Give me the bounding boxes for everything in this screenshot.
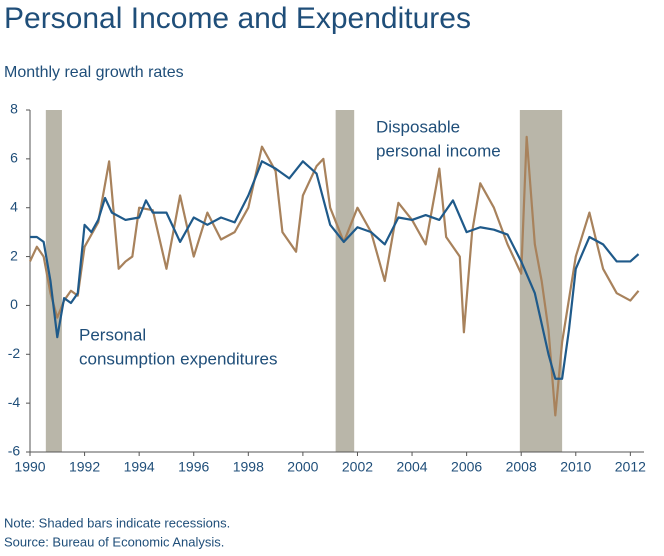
x-tick-label: 1998	[233, 459, 264, 475]
y-tick-label: 6	[10, 150, 18, 166]
chart-title: Personal Income and Expenditures	[4, 2, 471, 35]
x-tick-label: 2002	[342, 459, 373, 475]
x-tick-label: 2000	[287, 459, 318, 475]
x-tick-label: 1994	[124, 459, 155, 475]
x-tick-label: 2012	[615, 459, 646, 475]
y-tick-label: 0	[10, 296, 18, 312]
x-tick-label: 1996	[178, 459, 209, 475]
recession-bar	[335, 110, 355, 452]
y-tick-label: 2	[10, 247, 18, 263]
x-tick-label: 1990	[14, 459, 45, 475]
x-tick-label: 2008	[506, 459, 537, 475]
x-tick-label: 2006	[451, 459, 482, 475]
chart-subtitle: Monthly real growth rates	[4, 64, 184, 81]
y-tick-label: -2	[8, 345, 21, 361]
x-tick-label: 1992	[69, 459, 100, 475]
recession-bar	[45, 110, 62, 452]
note: Source: Bureau of Economic Analysis.	[4, 534, 224, 549]
y-tick-label: 8	[10, 101, 18, 117]
note: Note: Shaded bars indicate recessions.	[4, 515, 230, 530]
series-label: Disposable	[376, 117, 460, 136]
y-tick-label: 4	[10, 198, 18, 214]
series-label: Personal	[79, 325, 146, 344]
x-tick-label: 2004	[396, 459, 427, 475]
y-tick-label: -4	[8, 394, 21, 410]
series-label: personal income	[376, 141, 501, 160]
x-tick-label: 2010	[560, 459, 591, 475]
series-line	[30, 160, 640, 380]
y-tick-label: -6	[8, 443, 21, 459]
series-line	[29, 135, 640, 417]
series-label: consumption expenditures	[79, 349, 277, 368]
